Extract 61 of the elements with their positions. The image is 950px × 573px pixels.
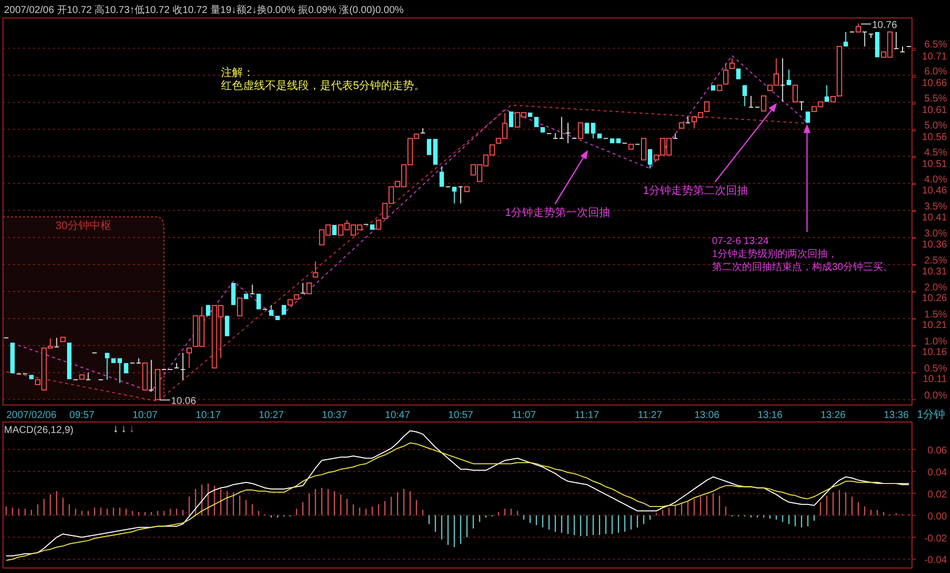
y-tick-label: 10.41 — [922, 212, 948, 224]
x-tick-label: 11:07 — [512, 410, 536, 421]
y2-tick-label: 5.0% — [924, 120, 948, 132]
x-tick-label: 11:27 — [638, 410, 663, 421]
y2-tick-label: 0.0% — [924, 390, 948, 402]
y-tick-label: 10.61 — [922, 105, 948, 116]
x-tick-label: 09:57 — [69, 410, 95, 421]
x-tick-label: 10:07 — [132, 410, 158, 421]
x-axis-title: 1分钟 — [916, 409, 946, 421]
y2-tick-label: 1.0% — [924, 336, 948, 348]
y2-tick-label: 6.0% — [924, 66, 948, 78]
y-tick-label: 0.04 — [928, 467, 948, 478]
y-tick-label: 10.16 — [922, 346, 948, 358]
y-tick-label: 10.36 — [922, 239, 948, 250]
x-tick-label: 13:36 — [884, 410, 910, 421]
x-tick-label: 2007/02/06 — [6, 410, 57, 421]
y-tick-label: 10.46 — [922, 186, 948, 197]
y-tick-label: 10.31 — [922, 266, 948, 278]
x-tick-label: 13:16 — [757, 410, 783, 421]
y2-tick-label: 2.0% — [924, 282, 948, 294]
annotation: ↓ — [121, 423, 126, 435]
chart-subtitle: 2007/02/06 开10.72 高10.73↑低10.72 收10.72 量19↓额2↓换0.00% 振0.09% 涨(0.00)0.00% — [4, 4, 404, 16]
y-tick-label: 10.66 — [922, 78, 948, 90]
y-tick-label: 0.02 — [928, 489, 948, 500]
y2-tick-label: 4.0% — [924, 174, 948, 186]
annotation: 1分钟走势第二次回抽 — [643, 184, 748, 197]
x-tick-label: 10:27 — [258, 410, 284, 421]
y2-tick-label: 5.5% — [924, 93, 948, 104]
y-tick-label: -0.04 — [924, 555, 948, 566]
y2-tick-label: 6.5% — [924, 39, 948, 50]
band-label: 30分钟中枢 — [55, 218, 112, 232]
x-tick-label: 10:37 — [322, 410, 348, 421]
x-tick-label: 10:47 — [385, 410, 410, 421]
y-tick-label: 10.51 — [922, 158, 948, 170]
y2-tick-label: 0.5% — [924, 364, 948, 375]
y-tick-label: 0.00 — [928, 511, 948, 522]
y2-tick-label: 3.5% — [924, 201, 948, 212]
x-tick-label: 10:57 — [448, 410, 474, 421]
annotation: 1分钟走势第一次回抽 — [505, 206, 610, 219]
annotation: ↓ — [129, 423, 134, 435]
y-tick-label: -0.02 — [924, 533, 948, 544]
x-tick-label: 11:17 — [574, 410, 600, 421]
x-tick-label: 13:26 — [820, 410, 846, 421]
x-tick-label: 13:06 — [694, 410, 720, 421]
y-tick-label: 10.26 — [922, 293, 948, 304]
y2-tick-label: 1.5% — [924, 310, 948, 321]
annotation: 10.06 — [171, 396, 196, 407]
annotation: 注解：红色虚线不是线段，是代表5分钟的走势。 — [221, 66, 426, 92]
y-tick-label: 10.71 — [922, 51, 948, 62]
y2-tick-label: 4.5% — [924, 147, 948, 158]
y-tick-label: 10.21 — [922, 320, 948, 331]
y-tick-label: 0.06 — [928, 445, 948, 456]
y-tick-label: 10.11 — [922, 374, 948, 385]
chart-title: MACD(26,12,9) — [4, 425, 74, 436]
annotation: 07-2-6 13:24 1分钟走势级别的两次回抽，第二次的回抽结束点，构成30分钟三买。 — [712, 236, 894, 273]
annotation: ↓ — [113, 423, 118, 435]
y2-tick-label: 3.0% — [924, 228, 948, 240]
y2-tick-label: 2.5% — [924, 255, 948, 266]
annotation: 10.76 — [872, 20, 898, 31]
x-tick-label: 10:17 — [196, 410, 222, 421]
y-tick-label: 10.56 — [922, 132, 948, 143]
